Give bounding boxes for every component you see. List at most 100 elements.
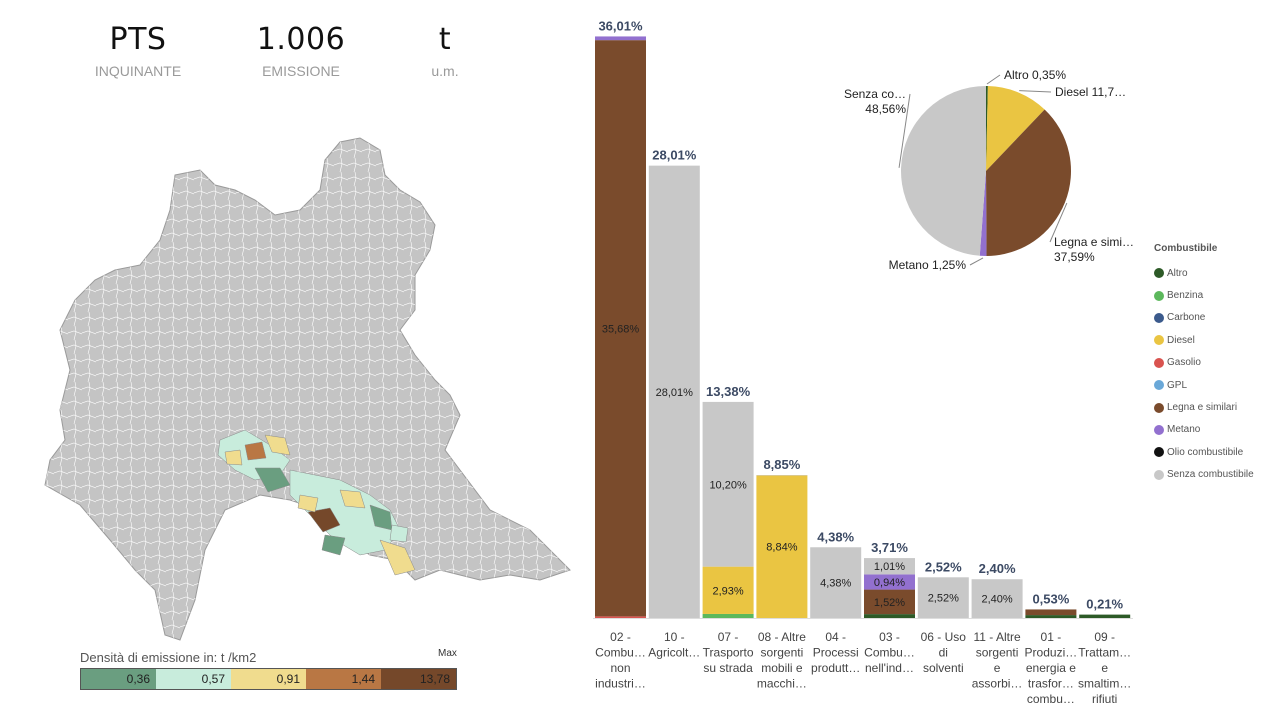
fuel-legend-label: Olio combustibile <box>1167 446 1244 458</box>
category-tick-label: macchi… <box>757 677 807 691</box>
pie-slice-label: Metano 1,25% <box>889 258 967 272</box>
bar-segment-label: 28,01% <box>656 387 694 399</box>
category-tick-label: combu… <box>1027 692 1075 706</box>
bar-segment-label: 35,68% <box>602 323 640 335</box>
legend-marker-icon <box>1154 424 1164 435</box>
category-tick-label: 04 - <box>825 630 846 644</box>
bar-segment-label: 1,52% <box>874 597 905 609</box>
emission-label: EMISSIONE <box>262 63 340 79</box>
pie-slice <box>901 86 986 256</box>
legend-marker-icon <box>1154 469 1164 480</box>
legend-marker-icon <box>1154 402 1164 413</box>
legend-marker-icon <box>1154 447 1164 458</box>
category-tick-label: mobili e <box>761 661 803 675</box>
bar-segment <box>756 475 808 476</box>
category-tick-label: 03 - <box>879 630 900 644</box>
legend-marker-icon <box>1154 290 1164 301</box>
bar-segment-label: 2,52% <box>928 593 959 605</box>
municipality-borders <box>45 138 570 640</box>
region-choropleth-map[interactable] <box>40 130 580 650</box>
category-tick-label: nell'ind… <box>865 661 914 675</box>
category-tick-label: trasfor… <box>1028 677 1074 691</box>
category-tick-label: Trasporto <box>703 646 754 660</box>
kpi-pollutant: PTS INQUINANTE <box>68 22 208 79</box>
fuel-legend-item[interactable]: Olio combustibile <box>1154 441 1254 463</box>
fuel-legend-item[interactable]: Gasolio <box>1154 352 1254 374</box>
bar-segment <box>702 401 754 567</box>
category-tick-label: su strada <box>703 661 753 675</box>
bar-segment <box>756 475 808 618</box>
fuel-legend-item[interactable]: GPL <box>1154 374 1254 396</box>
fuel-legend-label: Metano <box>1167 424 1201 436</box>
category-tick-label: industri… <box>595 677 646 691</box>
category-tick-label: 02 - <box>610 630 631 644</box>
pie-leader-line <box>1019 90 1052 93</box>
pie-leader-line <box>986 74 1001 85</box>
bar-segment <box>702 613 754 618</box>
bar-total-label: 0,53% <box>1032 591 1069 606</box>
pie-slice-label: Diesel 11,7… <box>1055 85 1126 99</box>
fuel-legend-item[interactable]: Diesel <box>1154 329 1254 351</box>
pie-slice <box>986 109 1071 256</box>
bar-total-label: 0,21% <box>1086 597 1123 612</box>
bar-segment <box>595 36 646 41</box>
map-legend-step: 1,44 <box>306 669 381 689</box>
fuel-legend-item[interactable]: Benzina <box>1154 284 1254 306</box>
fuel-legend-label: GPL <box>1167 379 1188 391</box>
category-tick-label: rifiuti <box>1092 692 1117 706</box>
kpi-unit: t u.m. <box>375 22 515 79</box>
category-tick-label: 11 - Altre <box>974 630 1021 644</box>
category-tick-label: 09 - <box>1094 630 1115 644</box>
fuel-legend-label: Diesel <box>1167 334 1195 346</box>
fuel-legend-label: Carbone <box>1167 312 1206 324</box>
fuel-legend-item[interactable]: Senza combustibile <box>1154 464 1254 486</box>
kpi-emission: 1.006 EMISSIONE <box>231 22 371 79</box>
fuel-legend-item[interactable]: Legna e similari <box>1154 396 1254 418</box>
bar-total-label: 4,38% <box>817 529 854 544</box>
fuel-legend-label: Gasolio <box>1167 357 1201 369</box>
map-legend-scale: 0,36 0,57 0,91 1,44 13,78 <box>80 668 457 690</box>
unit-label: u.m. <box>431 63 459 79</box>
unit-value: t <box>438 22 452 57</box>
bar-segment <box>810 547 862 618</box>
fuel-legend-item[interactable]: Altro <box>1154 262 1254 284</box>
bar-total-label: 8,85% <box>763 457 800 472</box>
category-tick-label: solventi <box>923 661 964 675</box>
bar-segment <box>702 566 754 614</box>
category-tick-label: produtt… <box>811 661 860 675</box>
fuel-legend-label: Legna e similari <box>1167 402 1238 414</box>
legend-marker-icon <box>1154 380 1164 391</box>
bar-segment <box>595 616 646 618</box>
fuel-legend-item[interactable]: Metano <box>1154 419 1254 441</box>
category-tick-label: e <box>1101 661 1108 675</box>
emission-value: 1.006 <box>256 22 346 57</box>
category-tick-label: Combu… <box>595 646 646 660</box>
legend-marker-icon <box>1154 335 1164 346</box>
category-tick-label: e <box>994 661 1001 675</box>
pie-leader-line <box>1049 202 1068 243</box>
bar-segment <box>864 614 915 618</box>
bar-segment <box>1025 615 1077 618</box>
map-legend-step: 0,57 <box>156 669 231 689</box>
bar-total-label: 2,52% <box>925 559 962 574</box>
pie-slice-label: Senza co… <box>844 87 906 101</box>
bar-segment <box>864 589 915 615</box>
pie-slice-label: 37,59% <box>1054 250 1095 264</box>
fuel-legend-item[interactable]: Carbone <box>1154 307 1254 329</box>
pie-slice-label: Legna e simi… <box>1054 235 1134 249</box>
pie-slice-label: Altro 0,35% <box>1004 68 1066 82</box>
category-tick-label: Trattam… <box>1078 646 1131 660</box>
category-tick-label: 06 - Uso <box>921 630 967 644</box>
bar-segment-label: 1,01% <box>874 561 905 573</box>
bar-total-label: 28,01% <box>652 148 697 163</box>
category-tick-label: 01 - <box>1041 630 1062 644</box>
bar-total-label: 2,40% <box>979 561 1016 576</box>
pie-slice <box>979 171 987 256</box>
pie-slice-label: 48,56% <box>865 102 906 116</box>
bar-segment <box>917 577 969 618</box>
pollutant-label: INQUINANTE <box>94 63 182 79</box>
category-tick-label: assorbi… <box>972 677 1023 691</box>
category-tick-label: 10 - <box>664 630 685 644</box>
pie-slice <box>986 86 988 171</box>
